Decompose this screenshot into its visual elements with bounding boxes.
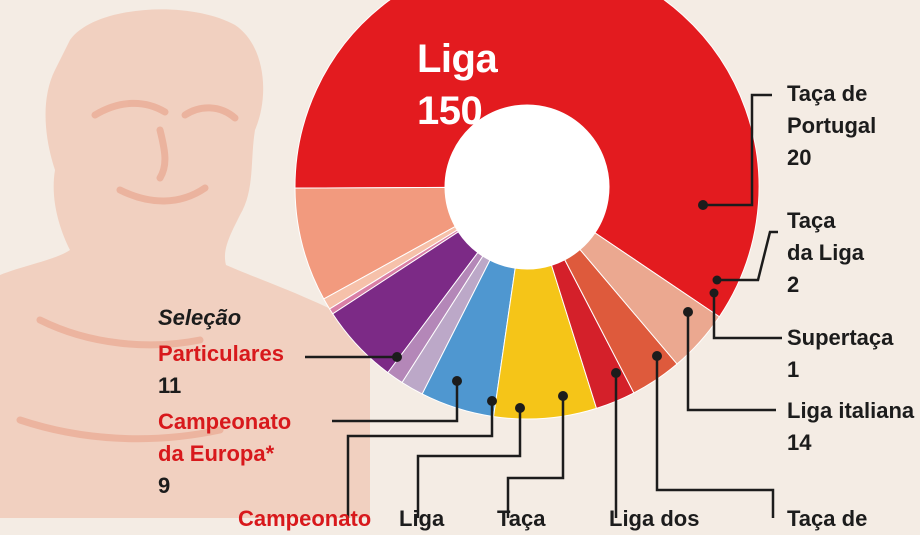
label-taca-liga-line2: da Liga	[787, 240, 865, 265]
label-supertaca-value: 1	[787, 357, 800, 382]
label-bottom-taca-de: Taça de	[787, 506, 868, 531]
leader-red-small	[416, 408, 522, 518]
label-campeonato-line1: Campeonato	[158, 409, 292, 434]
donut-hole	[445, 105, 609, 269]
label-campeonato-line2: da Europa*	[158, 441, 275, 466]
leader-dot	[392, 352, 402, 362]
donut-slices	[294, 0, 760, 420]
label-bottom-liga: Liga	[399, 506, 445, 531]
label-taca-portugal-line1: Taça de	[787, 81, 868, 106]
label-supertaca: Supertaça	[787, 325, 894, 350]
leader-dot	[698, 200, 708, 210]
leader-supertaca	[712, 293, 782, 340]
label-liga-italiana-value: 14	[787, 430, 812, 455]
leader-dot	[683, 307, 693, 317]
leader-liga-italiana	[686, 312, 776, 412]
label-bottom-liga-dos: Liga dos	[609, 506, 700, 531]
leader-dot	[558, 391, 568, 401]
label-particulares-value: 11	[158, 373, 182, 398]
label-taca-portugal-value: 20	[787, 145, 812, 170]
label-bottom-campeonato: Campeonato	[238, 506, 372, 531]
leader-dot	[712, 275, 722, 285]
leader-dots	[392, 200, 722, 413]
leader-taca-portugal	[703, 93, 772, 207]
leader-dot	[652, 351, 662, 361]
donut-chart	[294, 0, 782, 518]
leader-dot	[487, 396, 497, 406]
leader-dot	[611, 368, 621, 378]
label-bottom-taca: Taça	[497, 506, 546, 531]
leader-yellow	[506, 396, 565, 518]
label-particulares: Particulares	[158, 341, 284, 366]
leader-lines	[305, 93, 782, 518]
label-campeonato-value: 9	[158, 473, 171, 498]
liga-slice-name: Liga	[417, 37, 498, 81]
liga-slice-value: 150	[417, 89, 483, 133]
background-player-illustration	[0, 9, 370, 518]
label-taca-liga-value: 2	[787, 272, 800, 297]
leader-dot	[515, 403, 525, 413]
leader-taca-de-2	[655, 356, 775, 518]
leader-campeonato-europa-2	[332, 381, 459, 423]
label-liga-italiana: Liga italiana	[787, 398, 915, 423]
leader-dot	[709, 288, 719, 298]
label-taca-liga-line1: Taça	[787, 208, 836, 233]
leader-dot	[452, 376, 462, 386]
label-taca-portugal-line2: Portugal	[787, 113, 877, 138]
label-selecao-heading: Seleção	[158, 305, 242, 330]
leader-taca-liga	[717, 230, 778, 282]
leader-campeonato-europa	[346, 401, 494, 518]
